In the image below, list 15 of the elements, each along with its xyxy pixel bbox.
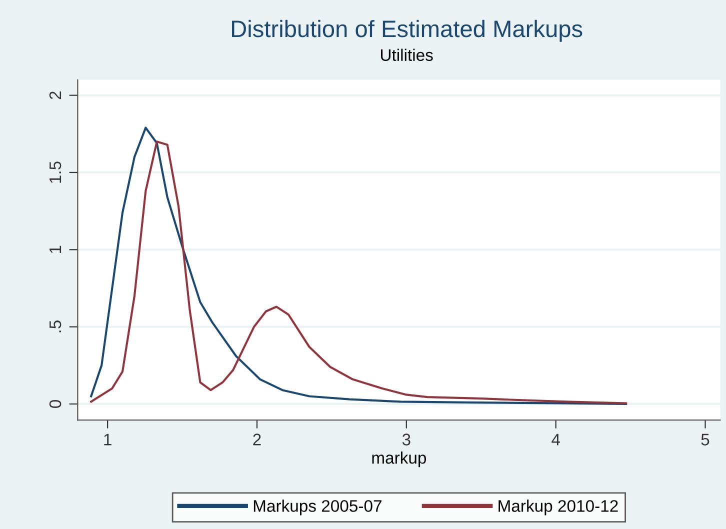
y-tick-label: 1.5	[50, 162, 62, 183]
y-tick-label: 2	[49, 92, 62, 100]
x-tick-label: 3	[402, 434, 410, 446]
y-tick-label: 1	[50, 246, 62, 254]
legend-label: Markups 2005-07	[254, 500, 382, 516]
x-tick-label: 4	[552, 434, 560, 446]
y-tick-label: 0	[49, 400, 62, 408]
chart-subtitle: Utilities	[380, 48, 433, 61]
x-axis-title: markup	[372, 452, 426, 468]
chart-title: Distribution of Estimated Markups	[232, 20, 582, 42]
x-tick-label: 1	[104, 434, 112, 446]
y-tick-label: .5	[50, 320, 62, 332]
legend-label: Markup 2010-12	[498, 500, 618, 516]
x-tick-label: 5	[701, 434, 710, 446]
x-tick-label: 2	[253, 434, 261, 446]
